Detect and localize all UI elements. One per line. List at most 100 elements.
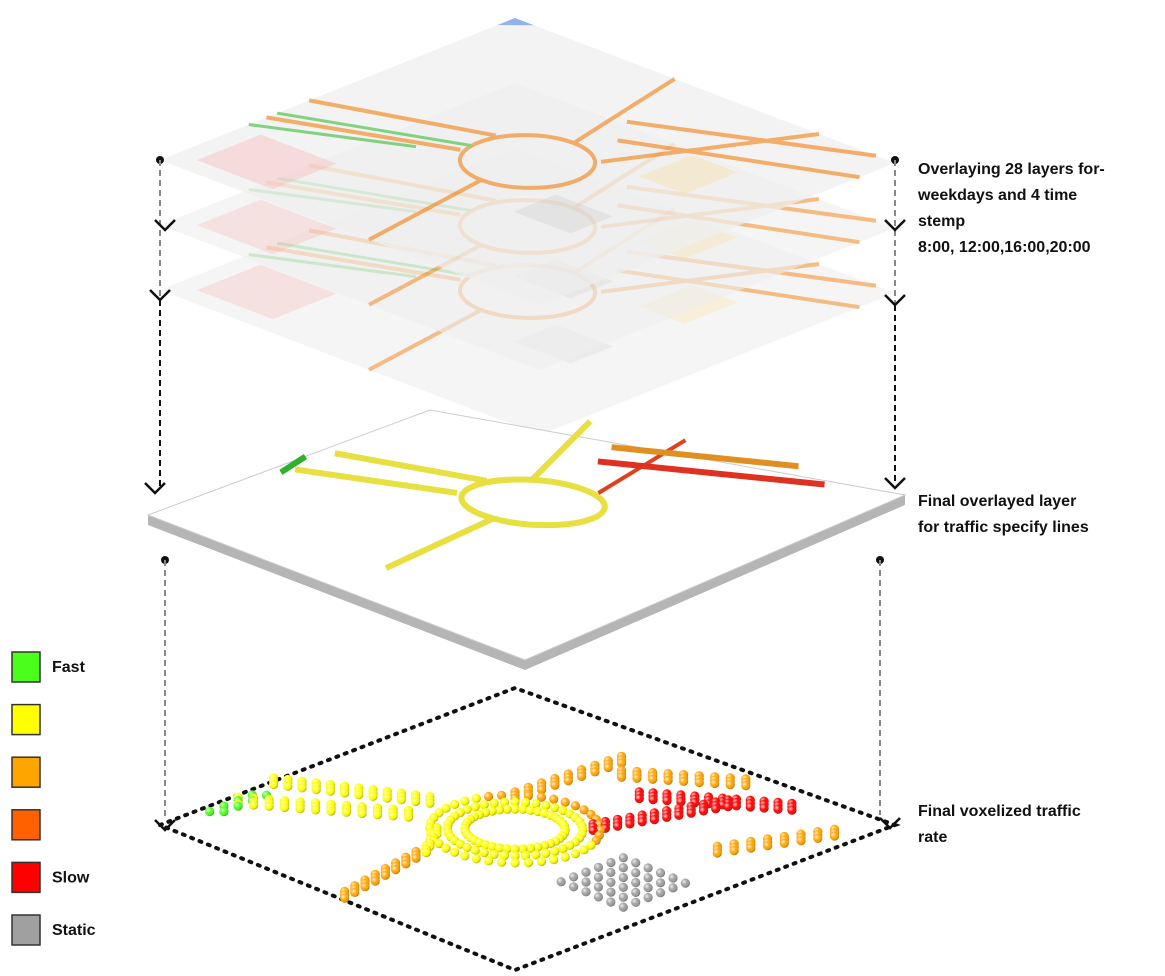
- voxel-shade: [510, 858, 519, 867]
- voxel-shade: [342, 808, 351, 817]
- voxel-shade: [606, 868, 615, 877]
- legend-label: Static: [52, 922, 96, 939]
- final-layer: [148, 410, 905, 660]
- voxel-shade: [484, 856, 493, 865]
- voxel-shade: [571, 849, 580, 858]
- legend-swatch: [12, 915, 40, 945]
- legend-swatch: [12, 810, 40, 840]
- voxel-shade: [619, 893, 628, 902]
- voxel-shade: [541, 849, 550, 858]
- voxel-shade: [312, 785, 321, 794]
- voxel-shade: [550, 781, 559, 790]
- voxel-shade: [265, 802, 274, 811]
- voxel-shade: [280, 803, 289, 812]
- voxels: [205, 752, 839, 912]
- voxel-shade: [561, 798, 570, 807]
- annotation-line: Final overlayed layer: [918, 493, 1076, 510]
- voxel-shade: [723, 802, 732, 811]
- voxel-shade: [594, 873, 603, 882]
- voxel-shade: [606, 858, 615, 867]
- voxel-shade: [480, 848, 489, 857]
- voxel-shade: [606, 888, 615, 897]
- voxel-shade: [656, 878, 665, 887]
- voxel-shade: [581, 877, 590, 886]
- voxel-shade: [710, 779, 719, 788]
- voxel-shade: [594, 863, 603, 872]
- voxel-shade: [746, 802, 755, 811]
- voxel-shade: [404, 813, 413, 822]
- voxel-shade: [391, 865, 400, 874]
- voxel-shade: [381, 871, 390, 880]
- voxel-shade: [579, 845, 588, 854]
- voxel-shade: [373, 810, 382, 819]
- voxel-shade: [631, 868, 640, 877]
- voxel-shade: [425, 799, 434, 808]
- voxel-shade: [269, 780, 278, 789]
- voxel-shade: [311, 805, 320, 814]
- voxel-shade: [631, 898, 640, 907]
- voxel-shade: [577, 772, 586, 781]
- voxel-shade: [557, 877, 566, 886]
- diagram: Overlaying 28 layers for-weekdays and 4 …: [0, 0, 1165, 976]
- voxel-shade: [741, 781, 750, 790]
- voxel-shade: [638, 817, 647, 826]
- voxel-shade: [368, 792, 377, 801]
- voxel-shade: [549, 795, 558, 804]
- voxel-shade: [619, 863, 628, 872]
- voxel-shade: [650, 815, 659, 824]
- voxel-shade: [594, 892, 603, 901]
- voxel-shade: [681, 879, 690, 888]
- voxel-shade: [656, 868, 665, 877]
- voxel-shade: [463, 843, 472, 852]
- voxel-shade: [780, 839, 789, 848]
- voxel-shade: [450, 800, 459, 809]
- voxel-shade: [357, 809, 366, 818]
- voxel-shade: [422, 848, 431, 857]
- voxel-shade: [581, 887, 590, 896]
- voxel-shade: [283, 782, 292, 791]
- voxel-shade: [558, 844, 567, 853]
- voxel-frame: [160, 688, 895, 970]
- voxel-shade: [340, 788, 349, 797]
- voxel-shade: [371, 876, 380, 885]
- voxel-shade: [662, 796, 671, 805]
- voxel-shade: [249, 801, 258, 810]
- annotation-line: Final voxelized traffic: [918, 803, 1081, 820]
- voxel-shade: [619, 903, 628, 912]
- voxel-shade: [480, 800, 489, 809]
- voxel-shade: [590, 767, 599, 776]
- voxel-shade: [388, 811, 397, 820]
- annotations: Overlaying 28 layers for-weekdays and 4 …: [917, 161, 1105, 846]
- voxel-shade: [668, 883, 677, 892]
- legend-swatch: [12, 705, 40, 735]
- voxel-shade: [830, 831, 839, 840]
- legend: FastSlowStatic: [12, 652, 96, 945]
- voxel-shade: [763, 841, 772, 850]
- voxel-shade: [472, 854, 481, 863]
- voxel-shade: [383, 794, 392, 803]
- voxel-shade: [732, 801, 741, 810]
- voxel-shade: [497, 858, 506, 867]
- annotation-line: weekdays and 4 time: [917, 187, 1077, 204]
- voxel-shade: [679, 777, 688, 786]
- voxel-shade: [631, 888, 640, 897]
- voxel-shade: [604, 763, 613, 772]
- legend-swatch: [12, 652, 40, 682]
- voxel-shade: [695, 778, 704, 787]
- voxel-shade: [340, 894, 349, 903]
- voxel-shade: [541, 801, 550, 810]
- voxel-shade: [571, 801, 580, 810]
- voxel-shade: [411, 854, 420, 863]
- annotation-line: stemp: [918, 213, 965, 230]
- voxel-shade: [746, 844, 755, 853]
- voxel-shade: [561, 852, 570, 861]
- voxel-shade: [787, 806, 796, 815]
- voxel-shade: [234, 802, 243, 811]
- voxel-shade: [619, 873, 628, 882]
- voxel-shade: [617, 773, 626, 782]
- voxel-shade: [796, 836, 805, 845]
- legend-swatch: [12, 757, 40, 787]
- voxel-shade: [773, 805, 782, 814]
- annotation-line: 8:00, 12:00,16:00,20:00: [918, 239, 1091, 256]
- legend-label: Fast: [52, 659, 86, 676]
